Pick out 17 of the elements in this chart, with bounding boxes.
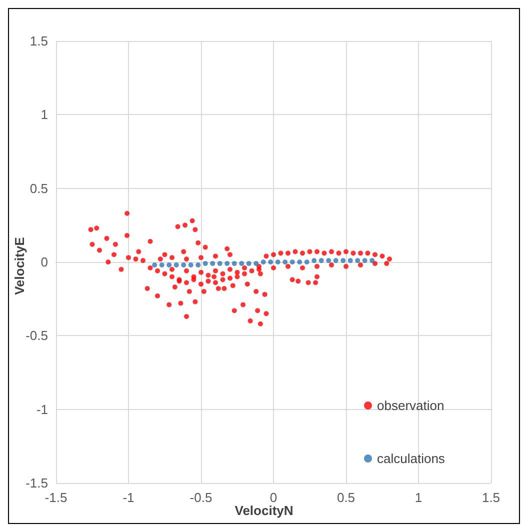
x-tick-label: -1 <box>122 490 134 505</box>
x-tick-label: -0.5 <box>190 490 212 505</box>
y-tick-label: -0.5 <box>26 328 48 344</box>
legend-label: observation <box>377 398 444 413</box>
x-tick-label: 0 <box>270 490 278 505</box>
y-tick-label: 1.5 <box>30 34 48 48</box>
y-tick-label: 0.5 <box>30 180 48 196</box>
y-tick-label: 0 <box>40 254 48 270</box>
x-tick-label: 1.5 <box>482 490 500 505</box>
y-axis-title: VelocityE <box>12 236 27 295</box>
legend-label: calculations <box>377 451 446 466</box>
x-tick-label: 0.5 <box>336 490 356 505</box>
y-tick-label: -1 <box>36 402 48 417</box>
y-tick-label: -1.5 <box>26 476 48 490</box>
x-tick-label: 1 <box>414 490 422 505</box>
x-axis-title: VelocityN <box>234 503 294 518</box>
y-tick-label: 1 <box>40 107 48 122</box>
